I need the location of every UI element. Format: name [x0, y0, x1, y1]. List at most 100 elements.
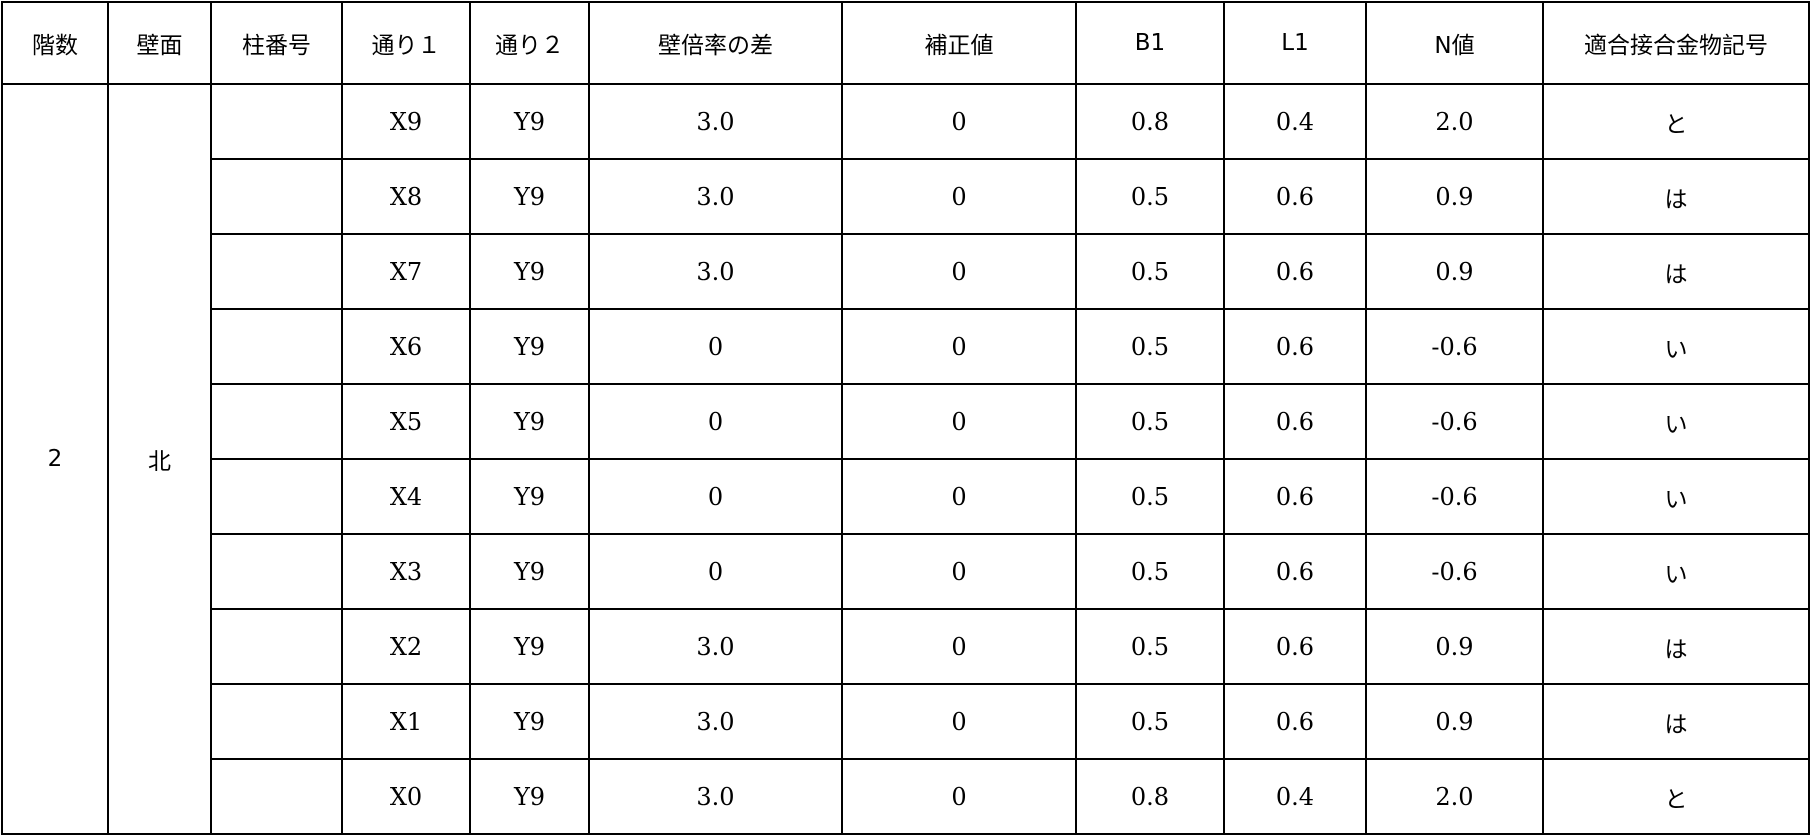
cell-street2: Y9: [469, 83, 590, 160]
header-wall: 壁面: [107, 1, 212, 85]
cell-street2: Y9: [469, 458, 590, 535]
cell-hardware: い: [1542, 458, 1810, 535]
cell-street2: Y9: [469, 158, 590, 235]
cell-wall-ratio-diff: 3.0: [588, 83, 843, 160]
cell-l1: 0.6: [1223, 608, 1367, 685]
cell-street2: Y9: [469, 533, 590, 610]
header-floor: 階数: [1, 1, 109, 85]
cell-l1: 0.4: [1223, 758, 1367, 835]
cell-street2: Y9: [469, 608, 590, 685]
cell-street2: Y9: [469, 383, 590, 460]
cell-street1: X0: [341, 758, 471, 835]
cell-b1: 0.5: [1075, 458, 1225, 535]
cell-street1: X3: [341, 533, 471, 610]
cell-correction: 0: [841, 608, 1077, 685]
cell-n-value: -0.6: [1365, 383, 1544, 460]
cell-wall-ratio-diff: 0: [588, 308, 843, 385]
cell-wall-ratio-diff: 3.0: [588, 233, 843, 310]
cell-b1: 0.8: [1075, 758, 1225, 835]
cell-hardware: い: [1542, 533, 1810, 610]
cell-n-value: -0.6: [1365, 533, 1544, 610]
table-row: X5 Y9 0 0 0.5 0.6 -0.6 い: [2, 383, 1810, 460]
cell-correction: 0: [841, 383, 1077, 460]
cell-b1: 0.8: [1075, 83, 1225, 160]
cell-l1: 0.6: [1223, 458, 1367, 535]
header-b1: B1: [1075, 1, 1225, 85]
cell-n-value: 0.9: [1365, 233, 1544, 310]
cell-column-no: [210, 608, 343, 685]
cell-correction: 0: [841, 158, 1077, 235]
cell-b1: 0.5: [1075, 158, 1225, 235]
cell-street1: X5: [341, 383, 471, 460]
cell-l1: 0.6: [1223, 383, 1367, 460]
cell-column-no: [210, 233, 343, 310]
cell-wall-ratio-diff: 3.0: [588, 158, 843, 235]
header-correction: 補正値: [841, 1, 1077, 85]
cell-correction: 0: [841, 83, 1077, 160]
cell-l1: 0.6: [1223, 308, 1367, 385]
cell-hardware: と: [1542, 83, 1810, 160]
cell-correction: 0: [841, 683, 1077, 760]
cell-correction: 0: [841, 233, 1077, 310]
cell-street1: X6: [341, 308, 471, 385]
cell-hardware: は: [1542, 683, 1810, 760]
cell-wall-ratio-diff: 0: [588, 383, 843, 460]
cell-b1: 0.5: [1075, 683, 1225, 760]
cell-n-value: 2.0: [1365, 758, 1544, 835]
cell-street1: X9: [341, 83, 471, 160]
cell-l1: 0.4: [1223, 83, 1367, 160]
cell-wall-ratio-diff: 0: [588, 458, 843, 535]
table-header: 階数 壁面 柱番号 通り１ 通り２ 壁倍率の差 補正値 B1 L1 N値 適合接合金物記号: [1, 1, 1810, 85]
cell-wall-ratio-diff: 3.0: [588, 683, 843, 760]
header-wall-ratio-diff: 壁倍率の差: [588, 1, 843, 85]
table-body: 2 北 X9 Y9 3.0 0 0.8 0.4 2.0 と X8 Y9 3.0 0 0.5 0.6 0.9 は X7…: [1, 83, 1810, 835]
cell-hardware: は: [1542, 233, 1810, 310]
cell-street1: X4: [341, 458, 471, 535]
cell-l1: 0.6: [1223, 158, 1367, 235]
header-row: 階数 壁面 柱番号 通り１ 通り２ 壁倍率の差 補正値 B1 L1 N値 適合接合金物記号: [1, 1, 1810, 85]
cell-hardware: は: [1542, 608, 1810, 685]
cell-column-no: [210, 383, 343, 460]
cell-b1: 0.5: [1075, 308, 1225, 385]
header-n-value: N値: [1365, 1, 1544, 85]
cell-correction: 0: [841, 458, 1077, 535]
cell-column-no: [210, 758, 343, 835]
header-street1: 通り１: [341, 1, 471, 85]
cell-hardware: と: [1542, 758, 1810, 835]
table-row: X6 Y9 0 0 0.5 0.6 -0.6 い: [2, 308, 1810, 385]
cell-n-value: 0.9: [1365, 683, 1544, 760]
cell-hardware: は: [1542, 158, 1810, 235]
table-row: X8 Y9 3.0 0 0.5 0.6 0.9 は: [2, 158, 1810, 235]
cell-b1: 0.5: [1075, 608, 1225, 685]
cell-n-value: -0.6: [1365, 308, 1544, 385]
table-row: X2 Y9 3.0 0 0.5 0.6 0.9 は: [2, 608, 1810, 685]
cell-wall: 北: [107, 83, 212, 835]
cell-street1: X8: [341, 158, 471, 235]
header-hardware: 適合接合金物記号: [1542, 1, 1810, 85]
table-row: X0 Y9 3.0 0 0.8 0.4 2.0 と: [2, 758, 1810, 835]
cell-l1: 0.6: [1223, 533, 1367, 610]
cell-wall-ratio-diff: 3.0: [588, 608, 843, 685]
cell-l1: 0.6: [1223, 683, 1367, 760]
cell-correction: 0: [841, 533, 1077, 610]
cell-street2: Y9: [469, 233, 590, 310]
cell-hardware: い: [1542, 308, 1810, 385]
cell-n-value: 2.0: [1365, 83, 1544, 160]
table-row: 2 北 X9 Y9 3.0 0 0.8 0.4 2.0 と: [1, 83, 1810, 835]
cell-b1: 0.5: [1075, 383, 1225, 460]
cell-floor: 2: [1, 83, 109, 835]
cell-column-no: [210, 683, 343, 760]
cell-street2: Y9: [469, 683, 590, 760]
table-row: X3 Y9 0 0 0.5 0.6 -0.6 い: [2, 533, 1810, 610]
cell-column-no: [210, 158, 343, 235]
cell-column-no: [210, 308, 343, 385]
cell-n-value: 0.9: [1365, 608, 1544, 685]
header-column-no: 柱番号: [210, 1, 343, 85]
cell-n-value: 0.9: [1365, 158, 1544, 235]
cell-b1: 0.5: [1075, 233, 1225, 310]
cell-column-no: [210, 83, 343, 160]
cell-column-no: [210, 533, 343, 610]
cell-street1: X1: [341, 683, 471, 760]
cell-l1: 0.6: [1223, 233, 1367, 310]
